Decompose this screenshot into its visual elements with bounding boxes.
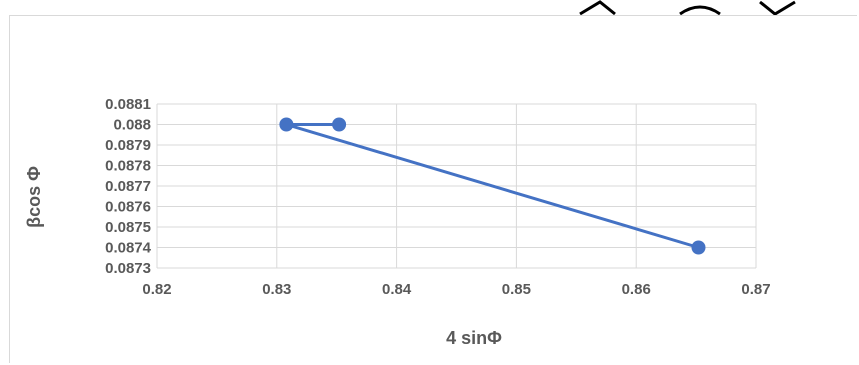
y-tick-label: 0.0875 <box>105 219 151 236</box>
x-tick-label: 0.86 <box>622 281 651 298</box>
data-series <box>279 117 706 255</box>
y-tick-labels: 0.0881 0.088 0.0879 0.0878 0.0877 0.0876 0.087… <box>105 96 152 277</box>
y-tick-label: 0.0874 <box>105 240 152 257</box>
y-tick-label: 0.088 <box>113 117 151 134</box>
y-axis-title: βcos Φ <box>24 166 44 228</box>
x-tick-label: 0.82 <box>142 281 171 298</box>
x-axis-title: 4 sinΦ <box>446 328 502 348</box>
x-tick-label: 0.83 <box>262 281 291 298</box>
chart-area: 0.0881 0.088 0.0879 0.0878 0.0877 0.0876 0.087… <box>9 15 857 363</box>
x-tick-labels: 0.82 0.83 0.84 0.85 0.86 0.87 <box>142 281 770 298</box>
x-tick-label: 0.85 <box>502 281 531 298</box>
y-tick-label: 0.0873 <box>105 260 151 277</box>
gridlines <box>156 103 757 269</box>
x-tick-label: 0.87 <box>741 281 770 298</box>
chart-svg: 0.0881 0.088 0.0879 0.0878 0.0877 0.0876 0.087… <box>24 96 771 348</box>
watermark-logo <box>560 0 820 16</box>
y-tick-label: 0.0881 <box>105 96 151 113</box>
y-tick-label: 0.0877 <box>105 178 151 195</box>
y-tick-label: 0.0878 <box>105 158 151 175</box>
data-point <box>332 117 347 132</box>
data-point <box>691 240 706 255</box>
data-point <box>279 117 294 132</box>
y-tick-label: 0.0879 <box>105 137 151 154</box>
y-tick-label: 0.0876 <box>105 199 151 216</box>
x-tick-label: 0.84 <box>382 281 412 298</box>
